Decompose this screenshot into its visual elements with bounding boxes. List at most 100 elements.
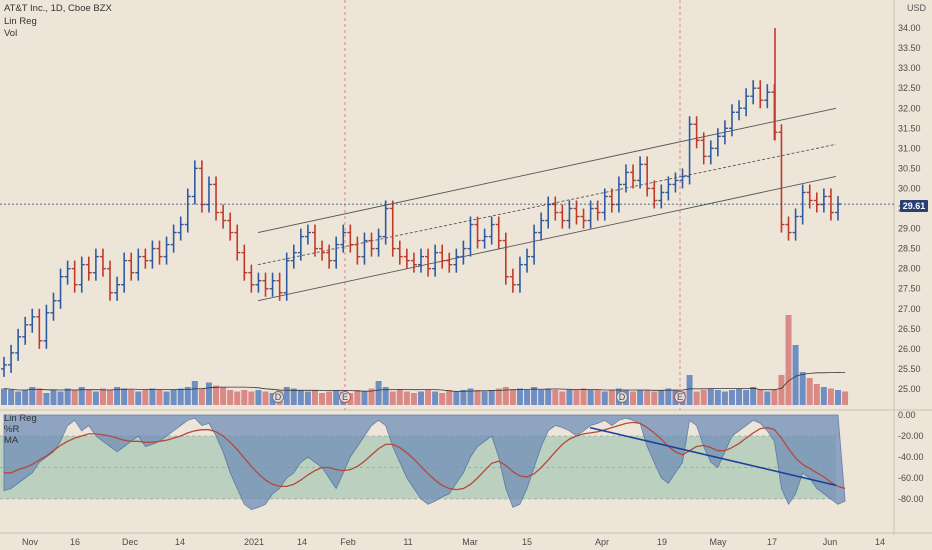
volume-bar	[326, 391, 333, 405]
event-marker	[616, 391, 628, 403]
event-marker	[339, 391, 351, 403]
price-tick-label: 30.00	[898, 183, 921, 193]
osc-tick-label: -40.00	[898, 452, 924, 462]
volume-bar	[368, 388, 375, 405]
volume-bar	[432, 391, 439, 405]
event-marker	[272, 391, 284, 403]
osc-legend-ma: MA	[4, 435, 19, 446]
volume-bar	[644, 390, 651, 405]
volume-bar	[15, 391, 22, 405]
volume-bar	[128, 390, 135, 405]
volume-bar	[198, 388, 205, 405]
volume-bar	[474, 390, 481, 405]
volume-bar	[22, 390, 29, 405]
event-marker-label: D	[619, 392, 626, 402]
price-tick-label: 26.50	[898, 324, 921, 334]
price-tick-label: 25.50	[898, 364, 921, 374]
volume-bar	[728, 390, 735, 405]
volume-bar	[601, 391, 608, 405]
osc-legend-linreg: Lin Reg	[4, 413, 37, 424]
volume-bar	[205, 382, 212, 405]
volume-bar	[361, 391, 368, 405]
volume-ma-line	[3, 371, 846, 392]
volume-bar	[241, 390, 248, 405]
time-tick-label: Nov	[22, 537, 39, 547]
price-tick-label: 29.00	[898, 224, 921, 234]
volume-bar	[714, 390, 721, 405]
volume-bar	[502, 387, 509, 405]
volume-bar	[311, 390, 318, 405]
volume-bar	[418, 391, 424, 405]
volume-bar	[220, 387, 227, 405]
legend-vol: Vol	[4, 28, 18, 39]
volume-bar	[566, 390, 573, 405]
volume-bar	[665, 388, 672, 405]
volume-bar	[827, 388, 834, 405]
regression-mid	[257, 143, 837, 266]
time-tick-label: 15	[522, 537, 532, 547]
price-tick-label: 33.50	[898, 43, 921, 53]
volume-bar	[290, 388, 297, 405]
time-tick-label: 14	[875, 537, 885, 547]
volume-bar	[107, 390, 114, 405]
price-tick-label: 26.00	[898, 344, 921, 354]
price-tick-label: 34.00	[898, 23, 921, 33]
volume-bar	[460, 390, 467, 405]
volume-bar	[43, 393, 50, 405]
volume-bar	[410, 393, 417, 405]
volume-bar	[467, 388, 474, 405]
price-tick-label: 31.00	[898, 143, 921, 153]
event-marker-label: E	[342, 392, 348, 402]
volume-bar	[842, 391, 849, 405]
volume-bar	[213, 385, 220, 405]
price-tick-label: 31.50	[898, 123, 921, 133]
volume-bar	[1, 388, 7, 405]
legend-linreg: Lin Reg	[4, 16, 37, 27]
volume-bar	[114, 387, 121, 405]
osc-tick-label: -80.00	[898, 494, 924, 504]
volume-bar	[806, 378, 813, 405]
volume-bar	[509, 390, 516, 405]
volume-bar	[799, 372, 806, 405]
volume-bar	[743, 390, 750, 405]
volume-bar	[587, 390, 594, 405]
time-tick-label: 11	[403, 537, 412, 547]
volume-bar	[99, 388, 106, 405]
volume-bar	[707, 388, 714, 405]
volume-bar	[757, 390, 764, 405]
time-tick-label: Feb	[340, 537, 356, 547]
volume-bar	[333, 390, 340, 405]
volume-bar	[375, 381, 382, 405]
volume-bar	[71, 390, 78, 405]
volume-bar	[820, 387, 827, 405]
volume-bar	[319, 393, 326, 405]
volume-bar	[813, 384, 820, 405]
volume-bar	[545, 388, 552, 405]
volume-bar	[156, 390, 163, 405]
time-tick-label: Jun	[823, 537, 838, 547]
price-tick-label: 27.00	[898, 304, 921, 314]
volume-bar	[234, 391, 241, 405]
osc-legend-percent-r: %R	[4, 424, 20, 435]
volume-bar	[403, 391, 410, 405]
volume-bar	[488, 390, 495, 405]
volume-bar	[538, 390, 545, 405]
volume-bar	[778, 375, 785, 405]
volume-bar	[135, 391, 142, 405]
legend-title: AT&T Inc., 1D, Cboe BZX	[4, 3, 112, 14]
volume-bar	[446, 390, 453, 405]
volume-bar	[792, 345, 799, 405]
volume-bar	[481, 391, 488, 405]
volume-bar	[531, 387, 538, 405]
volume-bar	[573, 390, 580, 405]
time-tick-label: May	[709, 537, 727, 547]
volume-bar	[764, 391, 771, 405]
volume-bar	[785, 315, 792, 405]
volume-bar	[304, 391, 311, 405]
osc-tick-label: -20.00	[898, 431, 924, 441]
volume-bar	[121, 388, 128, 405]
volume-bar	[396, 390, 403, 405]
volume-bar	[382, 387, 389, 405]
last-price-badge: 29.61	[900, 200, 928, 212]
